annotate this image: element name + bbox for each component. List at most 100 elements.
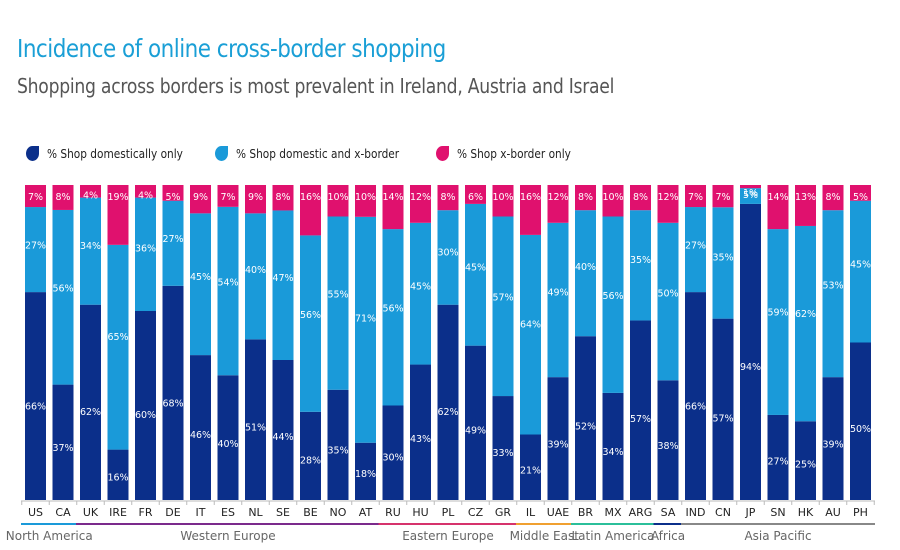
data-label: 55%	[327, 289, 348, 300]
data-label: 45%	[850, 260, 871, 271]
data-label: 36%	[135, 244, 156, 255]
legend-label: % Shop domestic and x-border	[236, 146, 400, 161]
data-label: 10%	[355, 192, 376, 203]
data-label: 30%	[437, 248, 458, 259]
x-tick-label: UK	[83, 506, 99, 519]
bar-segment-xborder-only	[162, 185, 184, 201]
data-label: 56%	[300, 310, 321, 321]
bar-segment-xborder-only	[25, 185, 46, 208]
bar-segment-domestic-only	[327, 389, 349, 500]
data-label: 34%	[602, 447, 623, 458]
x-tick-label: UAE	[547, 506, 570, 519]
bar-segment-domestic-and-xborder	[547, 222, 569, 378]
x-tick-label: MX	[604, 506, 621, 519]
bar-segment-domestic-only	[795, 421, 816, 500]
data-label: 46%	[190, 430, 211, 441]
bar-segment-domestic-only	[575, 336, 596, 500]
data-label: 62%	[437, 407, 458, 418]
bar-segment-domestic-and-xborder	[135, 197, 156, 311]
bar-segment-domestic-only	[107, 449, 129, 500]
data-label: 21%	[520, 466, 541, 477]
x-tick-label: SE	[276, 506, 290, 519]
x-tick-label: CA	[55, 506, 71, 519]
bar-segment-domestic-only	[437, 304, 459, 500]
data-label: 27%	[25, 240, 46, 251]
data-label: 56%	[602, 291, 623, 302]
bar-segment-xborder-only	[355, 185, 376, 217]
bar-segment-xborder-only	[217, 185, 239, 207]
data-label: 14%	[382, 192, 403, 203]
bar-segment-domestic-only	[190, 355, 211, 500]
data-label: 40%	[217, 439, 238, 450]
data-label: 37%	[52, 443, 73, 454]
data-label: 56%	[52, 284, 73, 295]
bar-segment-domestic-only	[492, 396, 514, 500]
data-label: 9%	[248, 192, 263, 203]
legend-label: % Shop domestically only	[47, 146, 183, 161]
bar-segment-xborder-only	[740, 185, 761, 189]
legend-label: % Shop x-border only	[456, 146, 571, 161]
bar-segment-domestic-and-xborder	[850, 200, 871, 343]
data-label: 8%	[275, 192, 290, 203]
data-label: 7%	[688, 192, 703, 203]
bar-segment-xborder-only	[657, 185, 679, 223]
data-label: 8%	[825, 192, 840, 203]
bar-segment-domestic-and-xborder	[767, 229, 789, 415]
x-tick-label: HK	[798, 506, 814, 519]
region-label: Eastern Europe	[402, 529, 494, 543]
bar-segment-domestic-only	[520, 434, 541, 500]
data-label: 18%	[355, 469, 376, 480]
data-label: 5%	[165, 192, 180, 203]
data-label: 6%	[468, 192, 483, 203]
data-label: 8%	[55, 192, 70, 203]
x-tick-label: PH	[853, 506, 868, 519]
region-label: Middle East	[510, 529, 580, 543]
data-label: 10%	[492, 192, 513, 203]
bar-segment-xborder-only	[245, 185, 266, 214]
x-tick-label: US	[28, 506, 43, 519]
bar-segment-domestic-and-xborder	[190, 213, 211, 356]
data-label: 28%	[300, 455, 321, 466]
data-label: 33%	[492, 448, 513, 459]
data-label: 57%	[492, 292, 513, 303]
bar-segment-domestic-only	[245, 339, 266, 500]
bar-segment-domestic-and-xborder	[685, 207, 706, 293]
bar-segment-xborder-only	[52, 185, 74, 210]
data-label: 7%	[220, 192, 235, 203]
x-tick-label: AU	[825, 506, 841, 519]
bar-segment-xborder-only	[575, 185, 596, 211]
data-label: 7%	[715, 192, 730, 203]
data-label: 45%	[465, 263, 486, 274]
bar-segment-xborder-only	[190, 185, 211, 214]
x-tick-label: IL	[526, 506, 536, 519]
bar-segment-domestic-only	[80, 304, 101, 500]
data-label: 38%	[657, 441, 678, 452]
data-label: 8%	[440, 192, 455, 203]
bar-segment-domestic-and-xborder	[162, 200, 184, 286]
region-label: North America	[6, 529, 93, 543]
bar-segment-xborder-only	[630, 185, 651, 211]
bar-segment-xborder-only	[767, 185, 789, 230]
data-label: 35%	[327, 445, 348, 456]
bar-segment-domestic-and-xborder	[520, 234, 541, 435]
data-label: 62%	[80, 407, 101, 418]
data-label: 44%	[272, 432, 293, 443]
bar-segment-xborder-only	[850, 185, 871, 201]
data-label: 10%	[327, 192, 348, 203]
data-label: 34%	[80, 241, 101, 252]
data-label: 8%	[578, 192, 593, 203]
x-tick-label: ARG	[629, 506, 653, 519]
x-tick-label: SA	[661, 506, 676, 519]
data-label: 71%	[355, 313, 376, 324]
x-tick-label: ES	[221, 506, 235, 519]
x-tick-label: IRE	[109, 506, 127, 519]
bar-segment-domestic-and-xborder	[437, 210, 459, 305]
bar-segment-xborder-only	[712, 185, 734, 208]
data-label: 27%	[685, 240, 706, 251]
data-label: 60%	[135, 410, 156, 421]
bar-segment-domestic-only	[382, 405, 404, 500]
data-label: 35%	[712, 252, 733, 263]
data-label: 16%	[520, 192, 541, 203]
data-label: 51%	[245, 423, 266, 434]
